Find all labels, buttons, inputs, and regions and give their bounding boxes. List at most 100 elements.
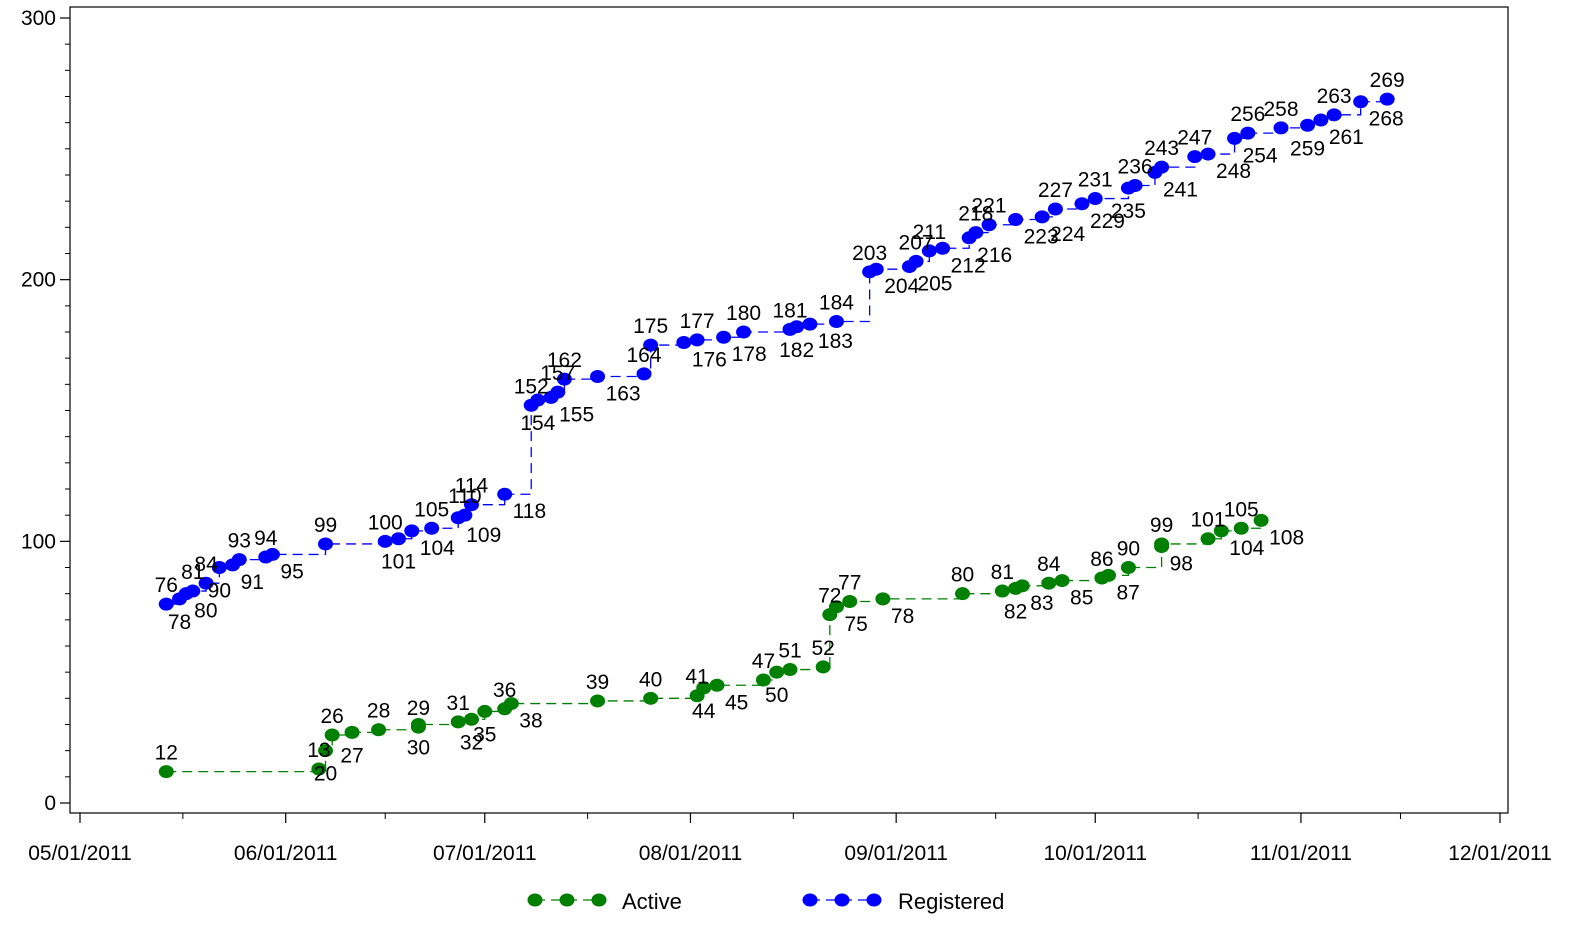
registered-point <box>789 320 805 334</box>
registered-data-label: 229 <box>1090 210 1125 233</box>
active-data-label: 26 <box>320 705 343 728</box>
active-data-label: 47 <box>752 650 775 673</box>
registered-point <box>158 597 174 611</box>
registered-point <box>318 537 334 551</box>
registered-data-label: 227 <box>1038 179 1073 202</box>
registered-data-label: 184 <box>819 292 854 315</box>
registered-point <box>550 385 566 399</box>
active-point <box>324 728 340 742</box>
registered-data-label: 204 <box>884 275 919 298</box>
registered-point <box>463 498 479 512</box>
active-point <box>503 697 519 711</box>
registered-point <box>211 561 227 574</box>
registered-point <box>689 333 705 347</box>
registered-data-label: 114 <box>455 475 489 498</box>
registered-data-label: 152 <box>514 375 549 398</box>
y-tick-label: 200 <box>21 269 56 292</box>
registered-point <box>264 547 280 561</box>
registered-point <box>1200 147 1216 161</box>
active-data-label: 84 <box>1037 553 1061 576</box>
registered-point <box>1154 160 1170 174</box>
registered-point <box>377 534 393 548</box>
registered-point <box>676 335 692 349</box>
registered-data-label: 203 <box>852 242 887 265</box>
active-data-label: 38 <box>519 710 542 733</box>
registered-point <box>643 338 659 352</box>
x-tick-label: 07/01/2011 <box>433 842 537 865</box>
active-data-label: 78 <box>891 605 914 628</box>
active-point <box>410 718 426 731</box>
registered-data-label: 241 <box>1163 178 1198 201</box>
registered-data-label: 100 <box>368 511 403 534</box>
active-point <box>1213 524 1229 538</box>
registered-data-label: 93 <box>228 530 251 553</box>
registered-data-label: 80 <box>194 600 217 623</box>
registered-data-label: 211 <box>913 221 946 244</box>
registered-point <box>497 487 513 501</box>
registered-point <box>1326 108 1342 122</box>
registered-point <box>908 254 924 268</box>
registered-data-label: 110 <box>448 485 481 508</box>
registered-data-label: 76 <box>155 574 178 597</box>
registered-point <box>1008 212 1024 226</box>
active-point <box>696 681 712 695</box>
active-point <box>463 712 479 726</box>
registered-point <box>1034 210 1050 224</box>
active-point <box>158 765 174 779</box>
registered-point <box>1313 113 1329 127</box>
registered-data-label: 95 <box>280 560 303 583</box>
registered-data-label: 248 <box>1216 160 1251 183</box>
registered-point <box>391 532 407 546</box>
active-point <box>782 663 798 677</box>
registered-data-label: 181 <box>772 299 807 322</box>
legend-marker-registered <box>802 893 818 907</box>
axis-ticks: 0 100 200 300 05/01/2011 06/01/2011 07/01/2011… <box>21 7 1552 865</box>
registered-point <box>1047 202 1063 216</box>
registered-data-label: 258 <box>1264 98 1299 121</box>
x-tick-label: 06/01/2011 <box>234 842 338 865</box>
active-data-label: 39 <box>586 671 609 694</box>
active-data-label: 40 <box>639 668 662 691</box>
active-point <box>709 678 725 692</box>
registered-point <box>1300 118 1316 132</box>
registered-point <box>736 325 752 339</box>
active-point <box>1054 574 1070 588</box>
active-data-label: 81 <box>991 561 1014 584</box>
active-point <box>828 600 844 614</box>
active-point <box>1014 579 1030 593</box>
active-point <box>875 592 891 606</box>
y-tick-label: 100 <box>21 530 56 553</box>
legend-label-active: Active <box>622 889 682 914</box>
active-point <box>755 673 771 687</box>
active-data-label: 90 <box>1117 538 1140 561</box>
active-data-label: 72 <box>818 585 841 608</box>
registered-point <box>404 524 420 538</box>
registered-data-label: 182 <box>779 339 814 362</box>
registered-point <box>424 521 440 535</box>
registered-data-label: 109 <box>466 524 501 547</box>
registered-data-label: 207 <box>899 231 934 254</box>
legend-marker-active <box>559 893 575 907</box>
registered-data-label: 105 <box>414 498 449 521</box>
registered-point <box>828 315 844 329</box>
active-data-label: 80 <box>951 564 974 587</box>
active-data-label: 105 <box>1224 498 1259 521</box>
active-point <box>769 665 785 679</box>
active-data-label: 30 <box>407 737 430 760</box>
active-point <box>842 595 858 609</box>
registered-data-label: 163 <box>606 382 641 405</box>
active-data-label: 98 <box>1170 553 1193 576</box>
registered-point <box>457 508 473 522</box>
active-data-label: 104 <box>1229 537 1264 560</box>
registered-point <box>1074 197 1090 211</box>
registered-data-label: 104 <box>420 537 455 560</box>
registered-point <box>1187 150 1203 164</box>
active-point <box>1154 537 1170 551</box>
active-point <box>815 660 831 674</box>
active-data-label: 28 <box>367 700 390 723</box>
series-points <box>158 92 1395 779</box>
active-point <box>1041 576 1057 590</box>
active-point <box>450 715 466 729</box>
